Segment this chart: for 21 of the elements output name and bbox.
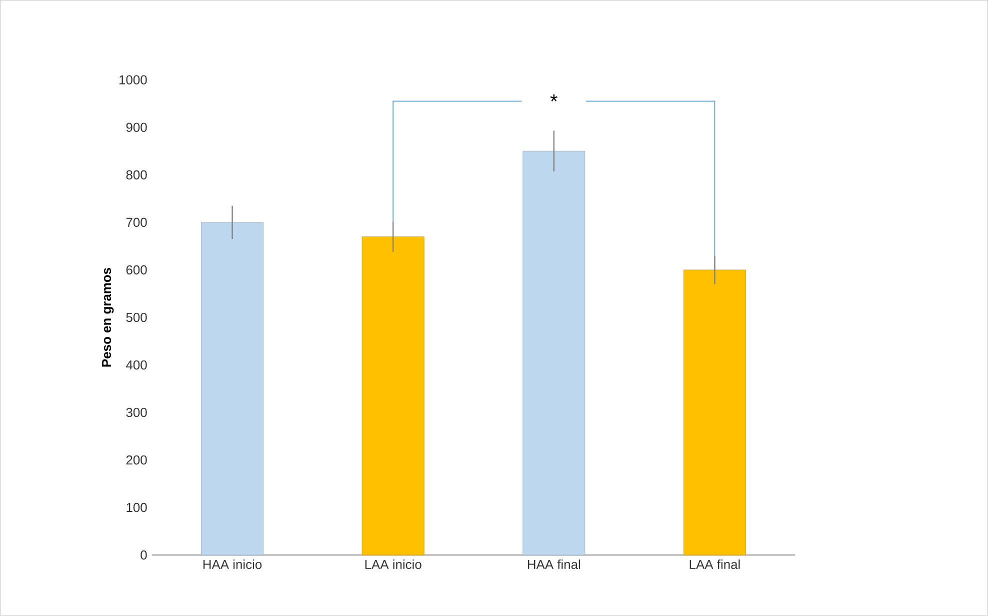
bar bbox=[522, 150, 586, 556]
y-axis-title: Peso en gramos bbox=[102, 268, 114, 367]
y-tick-label: 300 bbox=[126, 408, 147, 418]
y-tick-label: 200 bbox=[126, 455, 147, 465]
y-tick-label: 500 bbox=[126, 312, 147, 322]
x-tick-label: HAA final bbox=[528, 560, 580, 570]
y-tick-label: 600 bbox=[126, 265, 147, 275]
y-tick-label: 1000 bbox=[120, 75, 147, 84]
bar bbox=[684, 270, 746, 556]
y-tick-label: 900 bbox=[126, 122, 147, 132]
y-tick-label: 100 bbox=[126, 502, 147, 512]
x-tick-label: HAA inicio bbox=[203, 560, 262, 570]
bar bbox=[362, 236, 424, 556]
y-tick-label: 700 bbox=[126, 218, 147, 228]
x-tick-label: LAA inicio bbox=[365, 560, 422, 570]
y-tick-label: 400 bbox=[126, 360, 147, 370]
x-tick-label: LAA final bbox=[690, 560, 740, 570]
annotation: * bbox=[550, 94, 558, 102]
y-tick-label: 800 bbox=[126, 170, 147, 180]
y-tick-label: 0 bbox=[140, 550, 147, 560]
bar bbox=[201, 222, 264, 556]
